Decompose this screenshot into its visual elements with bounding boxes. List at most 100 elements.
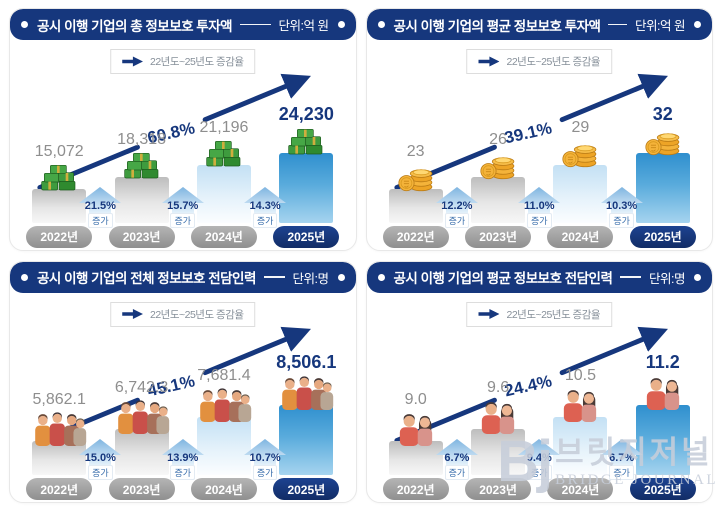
growth-word: 증가 xyxy=(609,465,634,480)
right-arrow-icon xyxy=(121,308,143,320)
bar-value: 6,742.3 xyxy=(114,379,169,396)
bar-chart: 5,862.1 2022년 6,742.3 2023년 7,681.4 2024… xyxy=(18,352,348,500)
panel-average-personnel: 공시 이행 기업의 평균 정보보호 전담인력 단위:명 22년도~25년도 증감… xyxy=(365,260,713,503)
bar-value: 15,072 xyxy=(34,142,84,160)
bar-value: 29 xyxy=(571,118,590,136)
legend-box: 22년도~25년도 증감율 xyxy=(109,49,256,74)
bar-group-2024: 7,681.4 2024년 xyxy=(183,352,265,500)
bar-value: 7,681.4 xyxy=(197,367,251,384)
chart-area: 22년도~25년도 증감율 60.8% 15,072 2022년 18,318 xyxy=(10,40,356,250)
growth-word: 증가 xyxy=(88,212,113,228)
bar-chart: 23 2022년 26 2023년 29 2024년 xyxy=(375,104,705,248)
chart-area: 22년도~25년도 증감율 39.1% 23 2022년 26 202 xyxy=(367,40,713,250)
header-bullet-left xyxy=(377,273,385,281)
growth-word: 증가 xyxy=(88,465,113,480)
people-pair-icon xyxy=(469,400,527,434)
bar-group-2025: 8,506.1 2025년 xyxy=(265,352,347,500)
chart-area: 22년도~25년도 증감율 24.4% 9.0 2022년 9.6 2 xyxy=(367,293,713,503)
growth-word: 증가 xyxy=(526,465,552,480)
growth-word: 증가 xyxy=(526,212,552,228)
money-stack-icon xyxy=(195,140,253,168)
panel-title: 공시 이행 기업의 총 정보보호 투자액 xyxy=(37,18,233,34)
up-arrow-icon xyxy=(161,439,204,465)
growth-word: 증가 xyxy=(170,212,196,228)
year-pill: 2024년 xyxy=(190,478,257,500)
bar xyxy=(32,188,87,223)
panel-title: 공시 이행 기업의 전체 정보보호 전담인력 xyxy=(37,271,256,286)
coins-icon xyxy=(469,152,527,180)
year-pill-highlight: 2025년 xyxy=(629,225,696,248)
panel-unit: 단위:명 xyxy=(649,271,685,286)
bar-value: 21,196 xyxy=(199,118,249,136)
people-group-icon xyxy=(113,400,171,434)
money-stack-icon xyxy=(113,152,171,180)
growth-percent: 11.0% xyxy=(523,199,555,212)
bar-value: 9.0 xyxy=(404,391,427,408)
growth-indicator: 9.4% 증가 xyxy=(517,439,561,480)
bar-group-2024: 10.5 2024년 xyxy=(539,352,621,500)
growth-word: 증가 xyxy=(609,212,634,228)
bar xyxy=(553,417,608,475)
growth-indicator: 6.7% 증가 xyxy=(435,439,479,480)
growth-word: 증가 xyxy=(252,465,278,480)
bar-value-highlight: 32 xyxy=(652,103,673,124)
up-arrow-icon xyxy=(79,439,122,465)
growth-indicator: 10.7% 증가 xyxy=(243,439,287,480)
growth-percent: 14.3% xyxy=(249,199,281,212)
people-group-icon xyxy=(195,388,253,422)
coins-icon xyxy=(634,128,692,156)
bar-value: 5,862.1 xyxy=(32,391,86,408)
panel-unit: 단위:억 원 xyxy=(278,19,329,33)
year-pill: 2023년 xyxy=(108,225,175,248)
bar-group-2022: 5,862.1 2022년 xyxy=(18,352,100,500)
growth-percent: 21.5% xyxy=(84,199,116,212)
bar-chart: 9.0 2022년 9.6 2023년 10.5 2024년 xyxy=(375,352,705,500)
bar-chart: 15,072 2022년 18,318 2023년 21,196 2024년 xyxy=(18,104,348,248)
bar-highlight xyxy=(279,152,334,223)
header-bullet-left xyxy=(21,21,28,28)
growth-percent: 6.7% xyxy=(609,452,635,464)
bar-group-2023: 9.6 2023년 xyxy=(457,352,539,500)
growth-word: 증가 xyxy=(444,212,470,228)
year-pill: 2022년 xyxy=(382,225,449,248)
year-pill: 2022년 xyxy=(382,478,449,500)
up-arrow-icon xyxy=(600,186,643,213)
growth-percent: 15.0% xyxy=(84,452,116,464)
legend-box: 22년도~25년도 증감율 xyxy=(109,301,256,327)
bar-group-2022: 9.0 2022년 xyxy=(375,352,457,500)
up-arrow-icon xyxy=(600,439,643,465)
up-arrow-icon xyxy=(79,186,122,213)
panel-header: 공시 이행 기업의 총 정보보호 투자액 단위:억 원 xyxy=(10,9,356,40)
header-bullet-left xyxy=(377,21,385,28)
panel-header: 공시 이행 기업의 평균 정보보호 투자액 단위:억 원 xyxy=(366,9,712,40)
right-arrow-icon xyxy=(478,56,500,67)
people-pair-icon xyxy=(551,388,609,422)
bar-value-highlight: 24,230 xyxy=(278,103,334,124)
right-arrow-icon xyxy=(121,56,143,67)
growth-word: 증가 xyxy=(170,465,196,480)
year-pill: 2022년 xyxy=(26,225,93,248)
growth-indicator: 11.0% 증가 xyxy=(517,186,561,228)
bar-value: 18,318 xyxy=(117,130,167,148)
bar xyxy=(471,429,526,475)
up-arrow-icon xyxy=(435,186,478,213)
bar xyxy=(471,176,526,223)
chart-area: 22년도~25년도 증감율 45.1% 5,862.1 2022년 6,742.… xyxy=(10,293,356,503)
bar xyxy=(32,441,87,475)
header-divider-line xyxy=(240,23,271,26)
bar-group-2022: 23 2022년 xyxy=(375,104,457,248)
year-pill: 2024년 xyxy=(190,225,257,248)
legend-box: 22년도~25년도 증감율 xyxy=(466,49,613,74)
bar-value-highlight: 11.2 xyxy=(645,352,680,372)
bar-value-highlight: 8,506.1 xyxy=(276,352,337,372)
growth-word: 증가 xyxy=(444,465,470,480)
bar-value: 9.6 xyxy=(486,379,510,396)
panel-header: 공시 이행 기업의 전체 정보보호 전담인력 단위:명 xyxy=(10,261,356,293)
money-stack-icon xyxy=(277,128,335,156)
growth-percent: 10.7% xyxy=(249,452,281,464)
bar-group-2025: 32 2025년 xyxy=(622,104,704,248)
bar-group-2025: 11.2 2025년 xyxy=(622,352,704,500)
panel-title: 공시 이행 기업의 평균 정보보호 투자액 xyxy=(393,18,601,34)
panel-header: 공시 이행 기업의 평균 정보보호 전담인력 단위:명 xyxy=(366,261,712,293)
up-arrow-icon xyxy=(435,439,478,465)
